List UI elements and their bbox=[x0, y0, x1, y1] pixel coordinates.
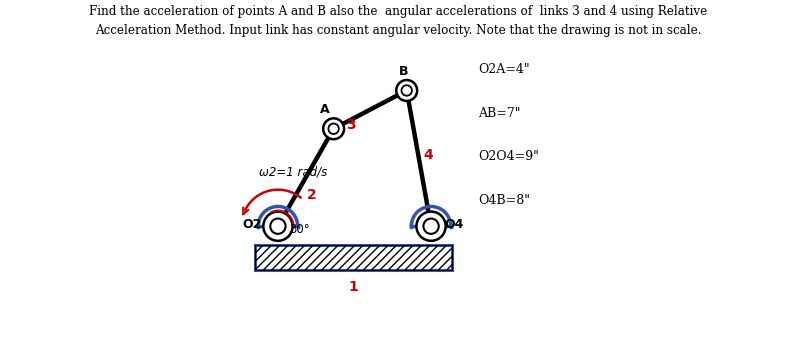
Text: O2O4=9": O2O4=9" bbox=[478, 150, 539, 163]
Circle shape bbox=[423, 219, 439, 234]
Circle shape bbox=[416, 212, 446, 241]
Polygon shape bbox=[256, 245, 452, 270]
Circle shape bbox=[323, 118, 344, 139]
Text: O4: O4 bbox=[444, 218, 463, 231]
Circle shape bbox=[329, 124, 339, 134]
Text: O2: O2 bbox=[242, 218, 262, 231]
Text: Acceleration Method. Input link has constant angular velocity. Note that the dra: Acceleration Method. Input link has cons… bbox=[95, 24, 701, 37]
Text: O2A=4": O2A=4" bbox=[478, 63, 529, 76]
Text: B: B bbox=[399, 65, 408, 78]
Text: O4B=8": O4B=8" bbox=[478, 193, 530, 207]
Text: 30°: 30° bbox=[289, 223, 310, 236]
Text: A: A bbox=[320, 103, 330, 116]
Text: Find the acceleration of points A and B also the  angular accelerations of  link: Find the acceleration of points A and B … bbox=[89, 5, 707, 18]
Text: 4: 4 bbox=[423, 148, 434, 162]
Circle shape bbox=[271, 219, 286, 234]
Text: 1: 1 bbox=[349, 280, 358, 294]
Text: 3: 3 bbox=[346, 118, 356, 132]
Circle shape bbox=[263, 212, 293, 241]
Text: AB=7": AB=7" bbox=[478, 106, 521, 120]
Text: 2: 2 bbox=[306, 188, 317, 201]
Circle shape bbox=[401, 85, 412, 96]
Text: ω2=1 rad/s: ω2=1 rad/s bbox=[259, 166, 327, 179]
Circle shape bbox=[396, 80, 417, 101]
